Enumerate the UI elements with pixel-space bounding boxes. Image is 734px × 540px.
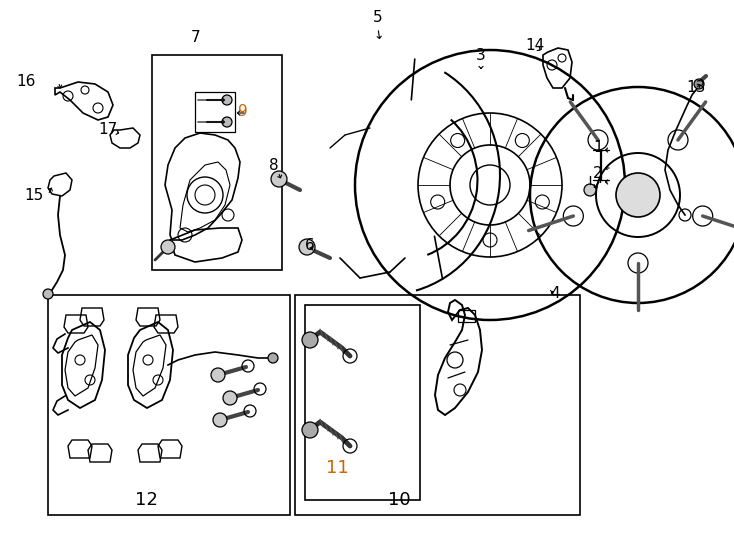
Text: 11: 11 bbox=[326, 459, 349, 477]
Circle shape bbox=[223, 391, 237, 405]
Text: 7: 7 bbox=[191, 30, 201, 45]
Text: 3: 3 bbox=[476, 48, 486, 63]
Text: 2: 2 bbox=[593, 166, 603, 181]
Text: 6: 6 bbox=[305, 239, 315, 253]
Text: 17: 17 bbox=[98, 123, 117, 138]
Circle shape bbox=[211, 368, 225, 382]
Circle shape bbox=[694, 79, 704, 89]
Text: 8: 8 bbox=[269, 158, 279, 172]
Text: 10: 10 bbox=[388, 491, 410, 509]
Text: 12: 12 bbox=[134, 491, 157, 509]
Circle shape bbox=[268, 353, 278, 363]
Circle shape bbox=[161, 240, 175, 254]
Text: 14: 14 bbox=[526, 37, 545, 52]
Circle shape bbox=[302, 332, 318, 348]
Circle shape bbox=[271, 171, 287, 187]
Circle shape bbox=[299, 239, 315, 255]
Circle shape bbox=[584, 184, 596, 196]
Text: 5: 5 bbox=[373, 10, 383, 25]
Circle shape bbox=[43, 289, 53, 299]
Circle shape bbox=[616, 173, 660, 217]
Text: 15: 15 bbox=[24, 187, 43, 202]
Text: 16: 16 bbox=[16, 75, 36, 90]
Text: 4: 4 bbox=[550, 286, 560, 300]
Text: 9: 9 bbox=[238, 105, 248, 119]
Circle shape bbox=[213, 413, 227, 427]
Circle shape bbox=[222, 95, 232, 105]
Circle shape bbox=[222, 117, 232, 127]
Text: 13: 13 bbox=[686, 80, 705, 96]
Text: 1: 1 bbox=[593, 140, 603, 156]
Circle shape bbox=[302, 422, 318, 438]
